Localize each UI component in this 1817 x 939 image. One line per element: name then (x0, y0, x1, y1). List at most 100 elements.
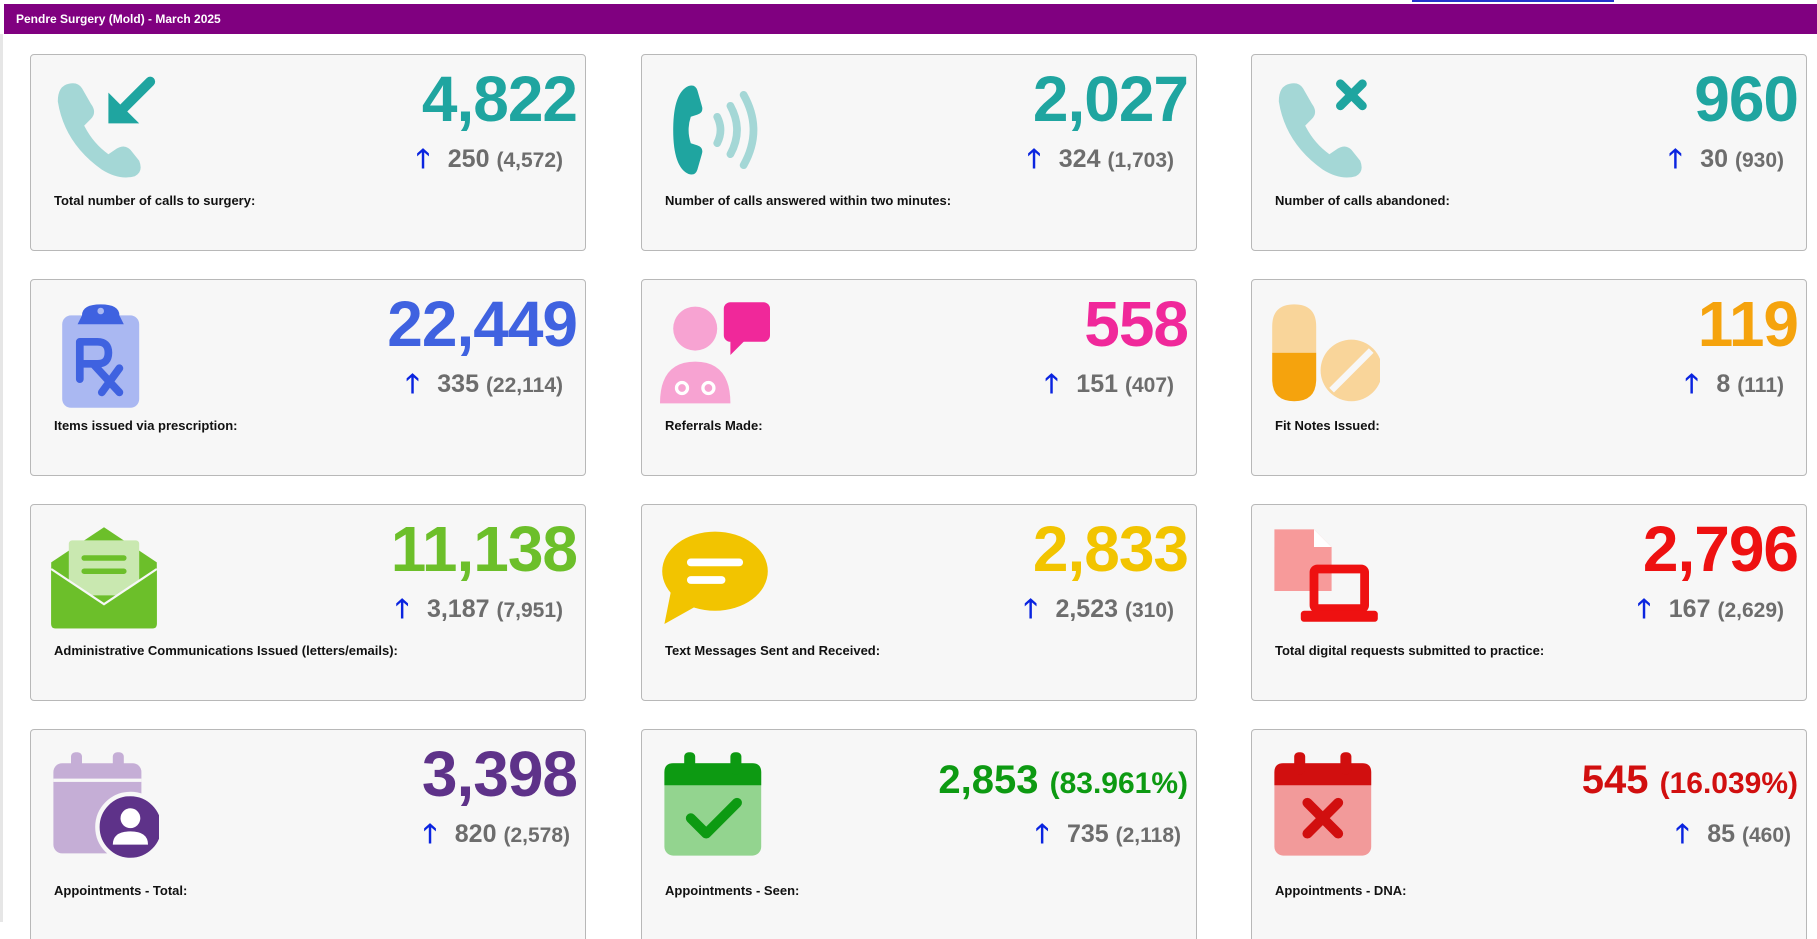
change-value: 2,523 (1055, 595, 1119, 623)
metric-label: Text Messages Sent and Received: (665, 643, 881, 658)
previous-value: (2,118) (1115, 824, 1181, 847)
metric-label: Number of calls answered within two minu… (665, 193, 952, 208)
metric-label: Items issued via prescription: (54, 418, 238, 433)
arrow-up-icon: 🡑 (1023, 593, 1038, 623)
arrow-up-icon: 🡑 (395, 593, 409, 623)
arrow-up-icon: 🡑 (1675, 818, 1690, 848)
arrow-up-icon: 🡑 (405, 368, 420, 398)
metric-change: 🡑 8 (111) (1685, 366, 1784, 403)
previous-value: (111) (1737, 374, 1784, 397)
metric-change: 🡑 151 (407) (1045, 366, 1174, 403)
arrow-up-icon: 🡑 (1035, 818, 1049, 848)
arrow-up-icon: 🡑 (1684, 368, 1699, 398)
value-number: 2,853 (938, 758, 1039, 802)
previous-value: (1,703) (1107, 149, 1174, 172)
metric-change: 🡑 250 (4,572) (416, 141, 563, 178)
arrow-up-icon: 🡑 (423, 818, 437, 848)
open-envelope-icon (49, 525, 159, 635)
metric-label: Number of calls abandoned: (1275, 193, 1450, 208)
previous-value: (2,629) (1717, 599, 1784, 622)
change-value: 735 (1066, 820, 1109, 848)
previous-value: (22,114) (485, 374, 563, 397)
change-value: 167 (1668, 595, 1711, 623)
metric-change: 🡑 85 (460) (1676, 816, 1791, 853)
card-calls-abandoned: 960 🡑 30 (930) Number of calls abandoned: (1251, 54, 1807, 251)
metric-value: 119 (1697, 288, 1799, 360)
card-total-calls: 4,822 🡑 250 (4,572) Total number of calls… (30, 54, 586, 251)
previous-value: (930) (1734, 149, 1784, 172)
calendar-check-icon (660, 750, 770, 860)
change-value: 3,187 (426, 595, 490, 623)
metric-value: 22,449 (387, 288, 578, 360)
metric-change: 🡑 2,523 (310) (1024, 591, 1174, 628)
prescription-clipboard-icon (49, 300, 159, 410)
arrow-up-icon: 🡑 (1044, 368, 1059, 398)
change-value: 250 (447, 145, 490, 173)
card-digital-requests: 2,796 🡑 167 (2,629) Total digital request… (1251, 504, 1807, 701)
card-appointments-total: 3,398 🡑 820 (2,578) Appointments - Total: (30, 729, 586, 939)
metric-label: Appointments - Seen: (665, 883, 800, 898)
calendar-user-icon (49, 750, 159, 860)
metric-value: 2,796 (1642, 513, 1799, 585)
change-value: 151 (1076, 370, 1119, 398)
report-title-bar: Pendre Surgery (Mold) - March 2025 (4, 4, 1817, 34)
previous-value: (4,572) (496, 149, 563, 172)
arrow-up-icon: 🡑 (1637, 593, 1651, 623)
metric-label: Fit Notes Issued: (1275, 418, 1380, 433)
metric-value: 545 (16.039%) (1582, 752, 1798, 812)
previous-value: (7,951) (496, 599, 563, 622)
metric-value: 3,398 (422, 734, 578, 814)
value-percent: (83.961%) (1049, 767, 1188, 800)
arrow-up-icon: 🡑 (1668, 143, 1683, 173)
metric-change: 🡑 30 (930) (1669, 141, 1784, 178)
change-value: 85 (1707, 820, 1736, 848)
report-title: Pendre Surgery (Mold) - March 2025 (16, 12, 221, 26)
metric-label: Administrative Communications Issued (le… (54, 643, 398, 658)
card-prescription-items: 22,449 🡑 335 (22,114) Items issued via pr… (30, 279, 586, 476)
metric-change: 🡑 324 (1,703) (1027, 141, 1174, 178)
phone-incoming-icon (49, 75, 159, 185)
metric-label: Appointments - Total: (54, 883, 188, 898)
metric-value: 960 (1694, 63, 1799, 135)
metric-change: 🡑 3,187 (7,951) (395, 591, 563, 628)
card-appointments-seen: 2,853 (83.961%) 🡑 735 (2,118) Appointment… (641, 729, 1197, 939)
metric-value: 2,853 (83.961%) (938, 752, 1188, 812)
laptop-document-icon (1270, 525, 1380, 635)
previous-value: (310) (1124, 599, 1174, 622)
card-referrals: 558 🡑 151 (407) Referrals Made: (641, 279, 1197, 476)
card-calls-answered: 2,027 🡑 324 (1,703) Number of calls answe… (641, 54, 1197, 251)
left-edge (0, 34, 3, 922)
metric-value: 11,138 (390, 513, 578, 585)
card-fit-notes: 119 🡑 8 (111) Fit Notes Issued: (1251, 279, 1807, 476)
previous-value: (460) (1741, 824, 1791, 847)
card-admin-communications: 11,138 🡑 3,187 (7,951) Administrative Com… (30, 504, 586, 701)
change-value: 324 (1058, 145, 1101, 173)
pills-icon (1270, 300, 1380, 410)
arrow-up-icon: 🡑 (416, 143, 430, 173)
metric-change: 🡑 167 (2,629) (1637, 591, 1784, 628)
phone-ringing-icon (660, 75, 770, 185)
metric-label: Appointments - DNA: (1275, 883, 1407, 898)
metric-change: 🡑 820 (2,578) (423, 816, 570, 853)
phone-missed-icon (1270, 75, 1380, 185)
calendar-cross-icon (1270, 750, 1380, 860)
metric-value: 2,027 (1032, 63, 1189, 135)
change-value: 30 (1700, 145, 1729, 173)
metric-label: Total digital requests submitted to prac… (1275, 643, 1545, 658)
change-value: 820 (454, 820, 497, 848)
previous-value: (2,578) (503, 824, 570, 847)
change-value: 335 (437, 370, 479, 398)
metric-change: 🡑 335 (22,114) (406, 366, 563, 403)
previous-value: (407) (1124, 374, 1174, 397)
value-percent: (16.039%) (1659, 767, 1798, 800)
metric-change: 🡑 735 (2,118) (1035, 816, 1181, 853)
doctor-chat-icon (660, 300, 770, 410)
header-link-underline[interactable] (1412, 0, 1614, 2)
metric-label: Total number of calls to surgery: (54, 193, 256, 208)
metric-value: 558 (1084, 288, 1189, 360)
metric-value: 4,822 (421, 63, 578, 135)
metric-value: 2,833 (1032, 513, 1189, 585)
value-number: 545 (1581, 758, 1649, 802)
arrow-up-icon: 🡑 (1027, 143, 1041, 173)
metric-label: Referrals Made: (665, 418, 763, 433)
